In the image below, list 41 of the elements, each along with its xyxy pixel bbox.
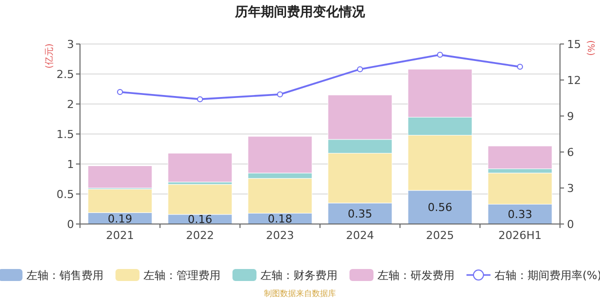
y-tick-label: 2.5 bbox=[56, 68, 74, 81]
y2-tick-label: 6 bbox=[567, 146, 574, 159]
x-tick-label: 2025 bbox=[426, 229, 454, 242]
data-label: 0.56 bbox=[428, 201, 452, 214]
chart-title: 历年期间费用变化情况 bbox=[234, 4, 366, 20]
point bbox=[117, 89, 123, 95]
y-tick-label: 1.5 bbox=[56, 128, 74, 141]
y-tick-label: 0.5 bbox=[56, 188, 74, 201]
y-tick-label: 0 bbox=[67, 218, 74, 231]
data-label: 0.16 bbox=[188, 213, 212, 226]
bar bbox=[488, 146, 552, 170]
y2-tick-label: 0 bbox=[567, 218, 574, 231]
y2-tick-label: 9 bbox=[567, 110, 574, 123]
y2-tick-label: 12 bbox=[567, 74, 581, 87]
legend-label: 左轴：管理费用 bbox=[143, 269, 220, 282]
y2-tick-label: 3 bbox=[567, 182, 574, 195]
point bbox=[277, 91, 283, 98]
y2-axis-title: (%) bbox=[585, 40, 595, 56]
point bbox=[517, 64, 523, 70]
point bbox=[437, 52, 443, 58]
text: 制图数据来自数据库 bbox=[264, 289, 336, 298]
x-tick-label: 2026H1 bbox=[498, 229, 542, 242]
y-tick-label: 1 bbox=[67, 158, 74, 171]
data-label: 0.18 bbox=[268, 212, 292, 226]
data-label: 0.35 bbox=[348, 208, 372, 220]
bar bbox=[168, 152, 232, 182]
y-tick-label: 2 bbox=[67, 98, 74, 111]
data-label: 0.33 bbox=[508, 208, 532, 222]
point bbox=[197, 96, 203, 102]
legend-label: 左轴：财务费用 bbox=[260, 269, 338, 282]
x-tick-label: 2024 bbox=[346, 229, 374, 242]
y-axis-title: (亿元) bbox=[44, 43, 55, 69]
x-tick-label: 2023 bbox=[266, 229, 294, 242]
x-tick-label: 2022 bbox=[186, 229, 214, 242]
y-tick-label: 3 bbox=[67, 38, 74, 51]
x-tick-label: 2021 bbox=[106, 229, 134, 242]
data-label: 0.19 bbox=[108, 212, 132, 226]
y2-tick-label: 15 bbox=[567, 38, 581, 51]
point bbox=[357, 66, 363, 72]
legend-label: 左轴：销售费用 bbox=[26, 269, 104, 282]
legend-label: 左轴：研发费用 bbox=[377, 269, 454, 282]
